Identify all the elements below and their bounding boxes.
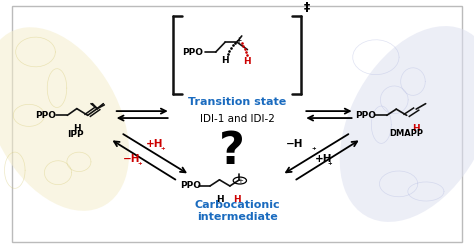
- Text: ?: ?: [219, 130, 245, 173]
- Ellipse shape: [340, 26, 474, 222]
- Text: Carbocationic
intermediate: Carbocationic intermediate: [194, 200, 280, 222]
- Text: H: H: [216, 195, 223, 204]
- Text: Transition state: Transition state: [188, 97, 286, 107]
- Text: ⁺: ⁺: [327, 161, 332, 170]
- Text: −H: −H: [123, 154, 141, 164]
- Text: H: H: [244, 57, 251, 66]
- Text: ⁺: ⁺: [312, 146, 317, 155]
- Text: +: +: [235, 36, 241, 45]
- Text: +H: +H: [315, 154, 333, 164]
- Text: H: H: [221, 56, 229, 65]
- Text: PPO: PPO: [36, 111, 56, 120]
- Text: ⁺: ⁺: [137, 161, 142, 170]
- Text: +: +: [237, 178, 243, 184]
- Text: H: H: [73, 124, 81, 133]
- Text: −H: −H: [286, 139, 303, 149]
- Ellipse shape: [0, 27, 129, 211]
- Text: PPO: PPO: [180, 182, 201, 190]
- Text: IPP: IPP: [67, 130, 84, 139]
- Text: H: H: [412, 124, 420, 133]
- Text: PPO: PPO: [182, 48, 203, 57]
- Text: IDI-1 and IDI-2: IDI-1 and IDI-2: [200, 114, 274, 124]
- Text: +H: +H: [146, 139, 164, 149]
- Text: H: H: [233, 195, 241, 204]
- Text: ‡: ‡: [303, 1, 310, 14]
- Text: PPO: PPO: [356, 111, 376, 120]
- Text: DMAPP: DMAPP: [390, 129, 424, 138]
- Text: ⁺: ⁺: [160, 146, 165, 155]
